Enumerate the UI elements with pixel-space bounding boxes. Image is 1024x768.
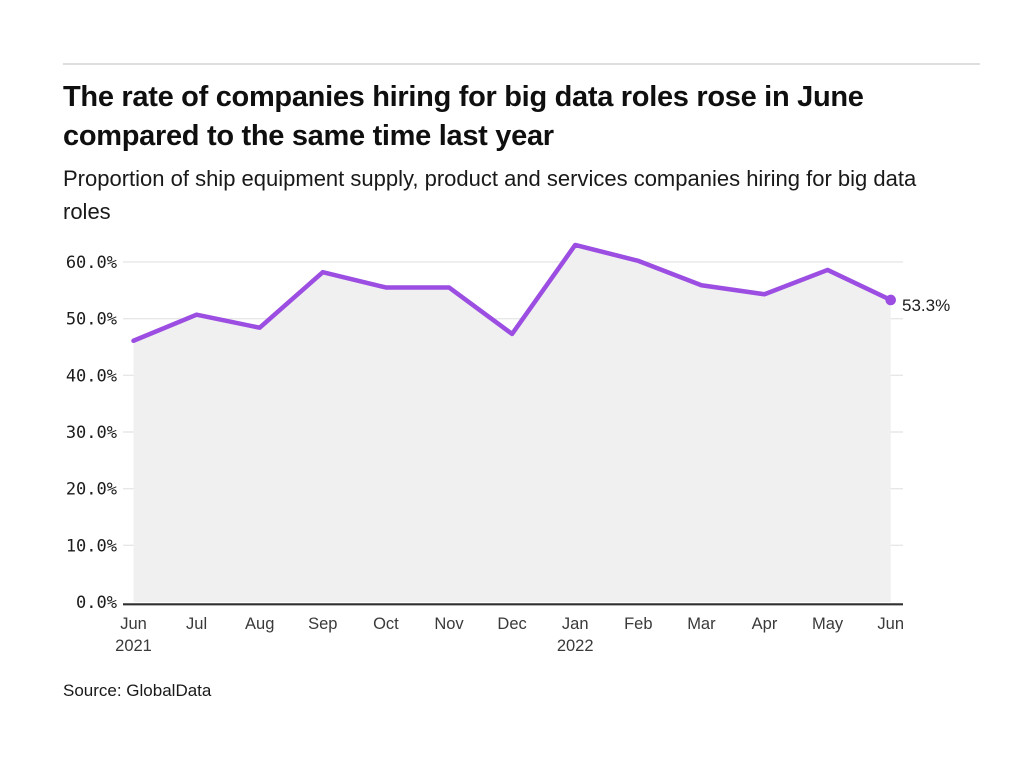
x-tick-label: Sep xyxy=(308,615,337,633)
x-tick-label: Jun xyxy=(120,615,147,633)
y-tick-label: 60.0% xyxy=(66,253,117,273)
area-fill xyxy=(133,244,891,602)
x-tick-label: Nov xyxy=(434,615,464,633)
y-tick-label: 50.0% xyxy=(66,310,117,330)
header-divider xyxy=(63,63,980,65)
y-tick-label: 20.0% xyxy=(66,480,117,500)
x-tick-label: Jun xyxy=(877,615,904,633)
y-tick-label: 10.0% xyxy=(66,536,117,556)
x-tick-label: Apr xyxy=(752,615,778,633)
x-tick-label: Aug xyxy=(245,615,274,633)
chart-subtitle: Proportion of ship equipment supply, pro… xyxy=(63,166,917,224)
x-tick-label: Mar xyxy=(687,615,716,633)
chart-title: The rate of companies hiring for big dat… xyxy=(63,81,864,152)
y-tick-label: 30.0% xyxy=(66,423,117,443)
data-line xyxy=(131,242,893,344)
end-point-marker xyxy=(885,294,896,306)
x-tick-label: Feb xyxy=(624,615,652,633)
x-tick-label: Dec xyxy=(497,615,526,633)
source-caption: Source: GlobalData xyxy=(63,681,212,700)
year-label: 2022 xyxy=(557,637,594,655)
year-label: 2021 xyxy=(115,637,152,655)
end-value-label: 53.3% xyxy=(902,296,950,315)
y-tick-label: 0.0% xyxy=(76,593,117,613)
y-tick-label: 40.0% xyxy=(66,366,117,386)
x-tick-label: May xyxy=(812,615,844,633)
x-tick-label: Jul xyxy=(186,615,207,633)
x-tick-label: Jan xyxy=(562,615,589,633)
x-tick-label: Oct xyxy=(373,615,399,633)
